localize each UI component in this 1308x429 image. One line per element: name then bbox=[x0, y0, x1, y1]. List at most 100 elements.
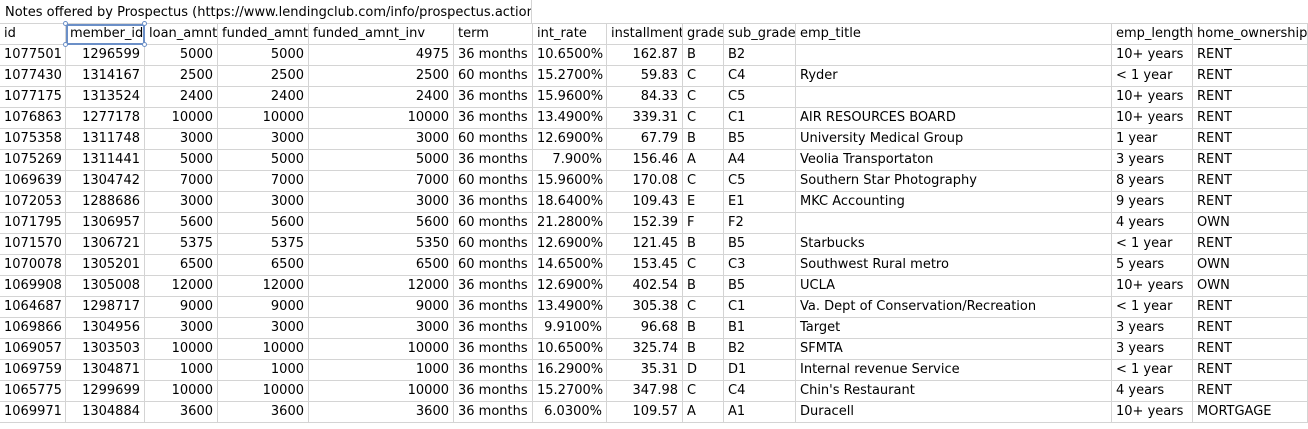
cell-emp-length[interactable]: 3 years bbox=[1112, 318, 1193, 339]
cell-member-id[interactable]: 1277178 bbox=[66, 108, 145, 129]
cell-loan-amnt[interactable]: 2400 bbox=[145, 87, 218, 108]
cell-sub-grade[interactable]: C4 bbox=[724, 381, 796, 402]
cell-grade[interactable]: C bbox=[683, 108, 724, 129]
cell-id[interactable]: 1069908 bbox=[0, 276, 66, 297]
cell-funded-amnt-inv[interactable]: 2500 bbox=[309, 66, 454, 87]
cell-sub-grade[interactable]: C5 bbox=[724, 87, 796, 108]
cell-loan-amnt[interactable]: 7000 bbox=[145, 171, 218, 192]
cell-int-rate[interactable]: 13.4900% bbox=[533, 297, 607, 318]
header-emp-title[interactable]: emp_title bbox=[796, 24, 1112, 45]
cell-loan-amnt[interactable]: 2500 bbox=[145, 66, 218, 87]
header-installment[interactable]: installment bbox=[607, 24, 683, 45]
cell-id[interactable]: 1077501 bbox=[0, 45, 66, 66]
cell-term[interactable]: 36 months bbox=[454, 276, 533, 297]
cell-emp-length[interactable]: 10+ years bbox=[1112, 87, 1193, 108]
cell-member-id[interactable]: 1306721 bbox=[66, 234, 145, 255]
cell-emp-length[interactable]: 10+ years bbox=[1112, 402, 1193, 423]
cell-funded-amnt-inv[interactable]: 5350 bbox=[309, 234, 454, 255]
cell-home-ownership[interactable]: RENT bbox=[1193, 171, 1308, 192]
cell-member-id[interactable]: 1296599 bbox=[66, 45, 145, 66]
cell-member-id[interactable]: 1304884 bbox=[66, 402, 145, 423]
cell-funded-amnt-inv[interactable]: 2400 bbox=[309, 87, 454, 108]
cell-id[interactable]: 1065775 bbox=[0, 381, 66, 402]
cell-emp-length[interactable]: 4 years bbox=[1112, 213, 1193, 234]
cell-term[interactable]: 36 months bbox=[454, 381, 533, 402]
selection-handle[interactable] bbox=[63, 21, 68, 26]
cell-sub-grade[interactable]: E1 bbox=[724, 192, 796, 213]
cell-member-id[interactable]: 1305008 bbox=[66, 276, 145, 297]
cell-home-ownership[interactable]: RENT bbox=[1193, 381, 1308, 402]
cell-id[interactable]: 1072053 bbox=[0, 192, 66, 213]
cell-loan-amnt[interactable]: 9000 bbox=[145, 297, 218, 318]
cell-member-id[interactable]: 1304956 bbox=[66, 318, 145, 339]
cell-home-ownership[interactable]: OWN bbox=[1193, 276, 1308, 297]
cell-funded-amnt-inv[interactable]: 3000 bbox=[309, 129, 454, 150]
cell-grade[interactable]: C bbox=[683, 87, 724, 108]
cell-term[interactable]: 36 months bbox=[454, 108, 533, 129]
cell-int-rate[interactable]: 15.9600% bbox=[533, 87, 607, 108]
cell-member-id[interactable]: 1314167 bbox=[66, 66, 145, 87]
cell-grade[interactable]: B bbox=[683, 276, 724, 297]
cell-sub-grade[interactable]: A1 bbox=[724, 402, 796, 423]
cell-sub-grade[interactable]: D1 bbox=[724, 360, 796, 381]
cell-funded-amnt-inv[interactable]: 5000 bbox=[309, 150, 454, 171]
cell-home-ownership[interactable]: OWN bbox=[1193, 213, 1308, 234]
cell-installment[interactable]: 339.31 bbox=[607, 108, 683, 129]
cell-funded-amnt[interactable]: 1000 bbox=[218, 360, 309, 381]
cell-emp-length[interactable]: 10+ years bbox=[1112, 108, 1193, 129]
cell-sub-grade[interactable]: F2 bbox=[724, 213, 796, 234]
header-sub-grade[interactable]: sub_grade bbox=[724, 24, 796, 45]
cell-term[interactable]: 36 months bbox=[454, 192, 533, 213]
cell-funded-amnt[interactable]: 5000 bbox=[218, 45, 309, 66]
cell-loan-amnt[interactable]: 5375 bbox=[145, 234, 218, 255]
cell-home-ownership[interactable]: RENT bbox=[1193, 129, 1308, 150]
cell-loan-amnt[interactable]: 3000 bbox=[145, 192, 218, 213]
cell-loan-amnt[interactable]: 12000 bbox=[145, 276, 218, 297]
cell-funded-amnt-inv[interactable]: 7000 bbox=[309, 171, 454, 192]
cell-installment[interactable]: 152.39 bbox=[607, 213, 683, 234]
cell-installment[interactable]: 170.08 bbox=[607, 171, 683, 192]
cell-installment[interactable]: 121.45 bbox=[607, 234, 683, 255]
cell-funded-amnt[interactable]: 3000 bbox=[218, 129, 309, 150]
cell-member-id[interactable]: 1311441 bbox=[66, 150, 145, 171]
cell-grade[interactable]: A bbox=[683, 402, 724, 423]
cell-grade[interactable]: B bbox=[683, 339, 724, 360]
cell-term[interactable]: 60 months bbox=[454, 234, 533, 255]
cell-funded-amnt-inv[interactable]: 6500 bbox=[309, 255, 454, 276]
cell-grade[interactable]: B bbox=[683, 129, 724, 150]
cell-home-ownership[interactable]: MORTGAGE bbox=[1193, 402, 1308, 423]
cell-loan-amnt[interactable]: 5600 bbox=[145, 213, 218, 234]
title-cell[interactable]: Notes offered by Prospectus (https://www… bbox=[0, 0, 532, 24]
cell-emp-title[interactable]: Internal revenue Service bbox=[796, 360, 1112, 381]
cell-grade[interactable]: A bbox=[683, 150, 724, 171]
cell-home-ownership[interactable]: RENT bbox=[1193, 234, 1308, 255]
cell-loan-amnt[interactable]: 3600 bbox=[145, 402, 218, 423]
cell-term[interactable]: 36 months bbox=[454, 297, 533, 318]
cell-emp-title[interactable]: Target bbox=[796, 318, 1112, 339]
header-funded-amnt-inv[interactable]: funded_amnt_inv bbox=[309, 24, 454, 45]
header-int-rate[interactable]: int_rate bbox=[533, 24, 607, 45]
cell-emp-title[interactable]: UCLA bbox=[796, 276, 1112, 297]
cell-term[interactable]: 60 months bbox=[454, 213, 533, 234]
cell-term[interactable]: 60 months bbox=[454, 129, 533, 150]
cell-member-id[interactable]: 1288686 bbox=[66, 192, 145, 213]
cell-emp-length[interactable]: 1 year bbox=[1112, 129, 1193, 150]
cell-member-id[interactable]: 1298717 bbox=[66, 297, 145, 318]
cell-emp-length[interactable]: < 1 year bbox=[1112, 297, 1193, 318]
cell-int-rate[interactable]: 6.0300% bbox=[533, 402, 607, 423]
cell-funded-amnt-inv[interactable]: 4975 bbox=[309, 45, 454, 66]
cell-int-rate[interactable]: 16.2900% bbox=[533, 360, 607, 381]
cell-installment[interactable]: 325.74 bbox=[607, 339, 683, 360]
cell-installment[interactable]: 84.33 bbox=[607, 87, 683, 108]
cell-loan-amnt[interactable]: 3000 bbox=[145, 318, 218, 339]
cell-home-ownership[interactable]: RENT bbox=[1193, 108, 1308, 129]
cell-installment[interactable]: 59.83 bbox=[607, 66, 683, 87]
cell-emp-length[interactable]: < 1 year bbox=[1112, 234, 1193, 255]
cell-emp-title[interactable]: Southern Star Photography bbox=[796, 171, 1112, 192]
cell-sub-grade[interactable]: C3 bbox=[724, 255, 796, 276]
cell-funded-amnt[interactable]: 2500 bbox=[218, 66, 309, 87]
cell-emp-title[interactable]: SFMTA bbox=[796, 339, 1112, 360]
cell-int-rate[interactable]: 15.2700% bbox=[533, 381, 607, 402]
cell-id[interactable]: 1064687 bbox=[0, 297, 66, 318]
cell-term[interactable]: 36 months bbox=[454, 339, 533, 360]
